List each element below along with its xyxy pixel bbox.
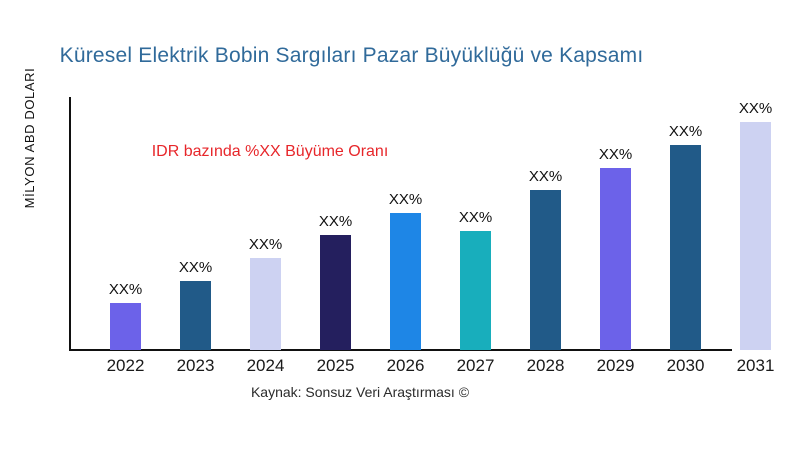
y-axis-label: MİLYON ABD DOLARI <box>22 67 37 209</box>
bar-2026 <box>390 213 421 350</box>
y-axis-line <box>69 97 71 351</box>
x-axis-line <box>70 349 732 351</box>
chart-title: Küresel Elektrik Bobin Sargıları Pazar B… <box>59 44 644 67</box>
x-tick-2030: 2030 <box>666 356 705 375</box>
x-tick-2024: 2024 <box>246 356 285 375</box>
x-tick-2031: 2031 <box>736 356 775 375</box>
bar-2023 <box>180 281 211 350</box>
bar-2030 <box>670 145 701 350</box>
bar-value-label-2028: XX% <box>528 168 563 185</box>
bar-2027 <box>460 231 491 350</box>
bar-value-label-2023: XX% <box>178 259 213 276</box>
bar-value-label-2022: XX% <box>108 281 143 298</box>
growth-rate-annotation: IDR bazında %XX Büyüme Oranı <box>151 143 389 160</box>
x-tick-2029: 2029 <box>596 356 635 375</box>
bar-2031 <box>740 122 771 350</box>
bar-2029 <box>600 168 631 350</box>
bar-2028 <box>530 190 561 350</box>
bar-2022 <box>110 303 141 350</box>
bar-value-label-2024: XX% <box>248 236 283 253</box>
source-caption: Kaynak: Sonsuz Veri Araştırması © <box>250 384 470 400</box>
x-tick-2023: 2023 <box>176 356 215 375</box>
bar-value-label-2029: XX% <box>598 146 633 163</box>
bar-2024 <box>250 258 281 350</box>
x-tick-2028: 2028 <box>526 356 565 375</box>
bar-value-label-2031: XX% <box>738 100 773 117</box>
bar-value-label-2025: XX% <box>318 213 353 230</box>
bar-value-label-2030: XX% <box>668 123 703 140</box>
x-tick-2026: 2026 <box>386 356 425 375</box>
bar-value-label-2026: XX% <box>388 191 423 208</box>
x-tick-2022: 2022 <box>106 356 145 375</box>
bar-2025 <box>320 235 351 350</box>
x-tick-2025: 2025 <box>316 356 355 375</box>
x-tick-2027: 2027 <box>456 356 495 375</box>
bar-value-label-2027: XX% <box>458 209 493 226</box>
